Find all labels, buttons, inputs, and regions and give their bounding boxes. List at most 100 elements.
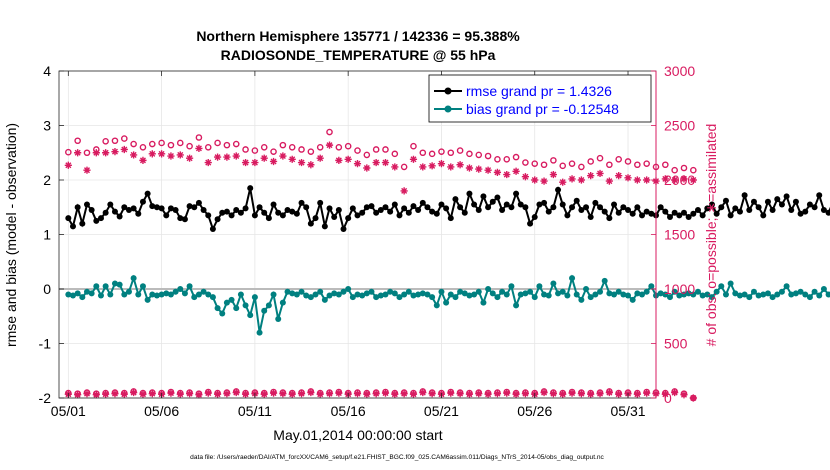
data-point bbox=[513, 190, 520, 197]
data-point bbox=[181, 290, 188, 297]
data-point bbox=[88, 206, 95, 213]
data-point bbox=[508, 283, 515, 290]
data-point bbox=[671, 209, 678, 216]
asterisk-marker bbox=[185, 390, 194, 398]
x-tick-label: 05/31 bbox=[610, 403, 645, 419]
data-point bbox=[153, 204, 160, 211]
data-point bbox=[69, 292, 76, 299]
data-point bbox=[522, 204, 529, 211]
data-point bbox=[410, 292, 417, 299]
asterisk-marker bbox=[260, 390, 268, 398]
possible-obs-marker bbox=[344, 142, 352, 150]
data-point bbox=[172, 206, 179, 213]
asterisk-marker bbox=[195, 391, 203, 399]
data-point bbox=[233, 206, 240, 213]
data-point bbox=[443, 205, 450, 212]
data-point bbox=[466, 292, 473, 299]
data-point bbox=[396, 212, 403, 219]
data-point bbox=[158, 205, 165, 212]
data-point bbox=[214, 305, 221, 312]
data-point bbox=[373, 294, 380, 301]
data-point bbox=[797, 210, 804, 217]
asterisk-marker bbox=[241, 390, 250, 398]
y-left-tick-label: 4 bbox=[43, 63, 51, 79]
data-point bbox=[769, 206, 776, 213]
possible-obs-marker bbox=[419, 149, 427, 157]
asterisk-marker bbox=[661, 390, 669, 398]
asterisk-marker bbox=[633, 176, 641, 184]
possible-obs-marker bbox=[326, 128, 333, 136]
data-point bbox=[643, 288, 650, 295]
asterisk-marker bbox=[381, 389, 390, 397]
data-point bbox=[298, 288, 305, 295]
data-point bbox=[261, 209, 268, 216]
data-point bbox=[629, 296, 636, 303]
possible-obs-marker bbox=[316, 143, 324, 151]
data-point bbox=[396, 294, 403, 301]
asterisk-marker bbox=[307, 388, 315, 397]
data-point bbox=[298, 199, 305, 206]
data-point bbox=[359, 209, 366, 216]
possible-obs-marker bbox=[671, 166, 678, 174]
data-point bbox=[778, 201, 785, 208]
asterisk-marker bbox=[689, 394, 697, 402]
asterisk-marker bbox=[465, 164, 474, 172]
asterisk-marker bbox=[456, 161, 464, 169]
data-point bbox=[713, 288, 720, 295]
possible-obs-marker bbox=[624, 158, 632, 165]
data-point bbox=[195, 199, 202, 206]
data-point bbox=[666, 214, 673, 221]
asterisk-marker bbox=[232, 152, 240, 160]
data-point bbox=[443, 299, 450, 306]
asterisk-marker bbox=[671, 388, 679, 397]
data-point bbox=[732, 205, 739, 212]
data-point bbox=[527, 220, 534, 227]
data-point bbox=[541, 291, 548, 298]
data-point bbox=[242, 205, 249, 212]
data-point bbox=[583, 286, 590, 292]
data-point bbox=[405, 288, 412, 295]
data-point bbox=[634, 204, 641, 211]
asterisk-marker bbox=[111, 390, 119, 398]
data-point bbox=[307, 220, 314, 227]
y-axis-label-right: # of obs: o=possible; ∗=assimilated bbox=[703, 124, 719, 347]
possible-obs-marker bbox=[475, 151, 483, 159]
data-point bbox=[499, 206, 506, 213]
data-point bbox=[685, 214, 692, 221]
asterisk-marker bbox=[372, 158, 380, 167]
data-point bbox=[475, 206, 482, 213]
data-point bbox=[708, 294, 715, 301]
asterisk-marker bbox=[325, 141, 334, 149]
data-point bbox=[545, 208, 552, 215]
data-point bbox=[405, 209, 412, 216]
data-point bbox=[284, 288, 291, 295]
possible-obs-marker bbox=[634, 161, 641, 169]
possible-obs-marker bbox=[335, 143, 343, 151]
asterisk-marker bbox=[213, 390, 222, 398]
data-point bbox=[223, 208, 230, 215]
asterisk-marker bbox=[475, 390, 483, 398]
data-point bbox=[163, 290, 170, 297]
data-point bbox=[116, 281, 123, 288]
data-point bbox=[811, 288, 818, 295]
data-point bbox=[764, 290, 771, 297]
data-point bbox=[471, 201, 478, 208]
data-point bbox=[317, 199, 324, 206]
data-point bbox=[792, 290, 799, 297]
data-point bbox=[391, 290, 398, 297]
asterisk-marker bbox=[269, 157, 278, 166]
data-point bbox=[680, 291, 687, 298]
data-point bbox=[349, 294, 356, 301]
asterisk-marker bbox=[297, 390, 306, 398]
data-point bbox=[321, 296, 328, 303]
data-point bbox=[685, 290, 692, 297]
data-point bbox=[345, 286, 352, 292]
asterisk-marker bbox=[176, 151, 184, 159]
asterisk-marker bbox=[353, 160, 362, 168]
data-point bbox=[256, 329, 263, 336]
data-point bbox=[741, 192, 748, 199]
data-point bbox=[704, 205, 711, 212]
possible-obs-marker bbox=[596, 154, 604, 162]
data-point bbox=[65, 291, 72, 298]
asterisk-marker bbox=[680, 175, 688, 183]
